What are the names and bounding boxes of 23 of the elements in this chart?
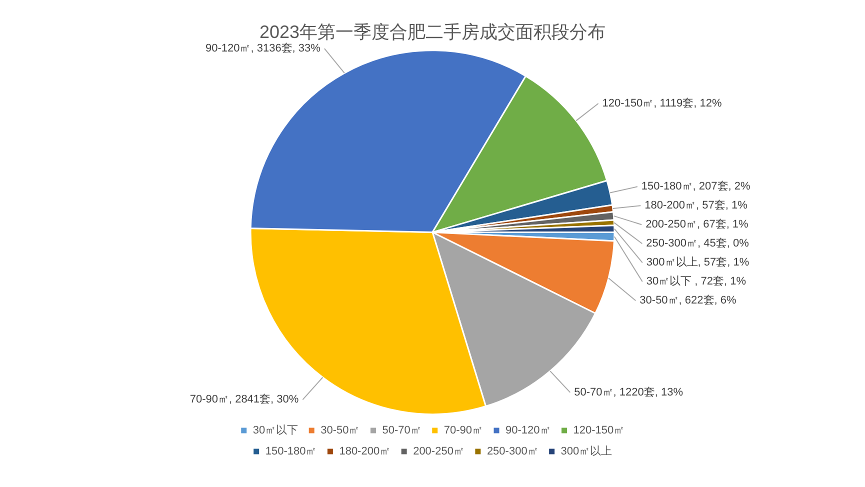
data-label: 150-180㎡, 207套, 2% bbox=[641, 180, 750, 193]
data-label: 250-300㎡, 45套, 0% bbox=[646, 238, 750, 250]
legend-label: 250-300㎡ bbox=[486, 446, 538, 458]
legend-label: 300㎡以上 bbox=[560, 444, 612, 458]
legend-label: 120-150㎡ bbox=[573, 424, 625, 437]
legend-label: 30㎡以下 bbox=[252, 424, 298, 437]
data-label: 300㎡以上, 57套, 1% bbox=[646, 256, 750, 269]
data-label: 180-200㎡, 57套, 1% bbox=[644, 200, 748, 212]
legend-label: 90-120㎡ bbox=[506, 424, 551, 437]
data-label: 30-50㎡, 622套, 6% bbox=[640, 294, 736, 307]
legend-label: 200-250㎡ bbox=[413, 446, 464, 458]
legend-label: 30-50㎡ bbox=[320, 424, 360, 437]
data-label: 90-120㎡, 3136套, 33% bbox=[205, 42, 321, 55]
legend-label: 180-200㎡ bbox=[339, 446, 391, 458]
legend-label: 150-180㎡ bbox=[265, 446, 317, 458]
data-label: 50-70㎡, 1220套, 13% bbox=[574, 386, 684, 398]
data-label: 200-250㎡, 67套, 1% bbox=[646, 218, 749, 231]
legend-label: 50-70㎡ bbox=[382, 424, 422, 437]
data-label: 30㎡以下 , 72套, 1% bbox=[646, 274, 746, 288]
data-label: 70-90㎡, 2841套, 30% bbox=[190, 394, 299, 406]
data-label: 120-150㎡, 1119套, 12% bbox=[602, 98, 722, 110]
legend-label: 70-90㎡ bbox=[444, 424, 484, 437]
chart-title: 2023年第一季度合肥二手房成交面积段分布 bbox=[259, 22, 606, 42]
